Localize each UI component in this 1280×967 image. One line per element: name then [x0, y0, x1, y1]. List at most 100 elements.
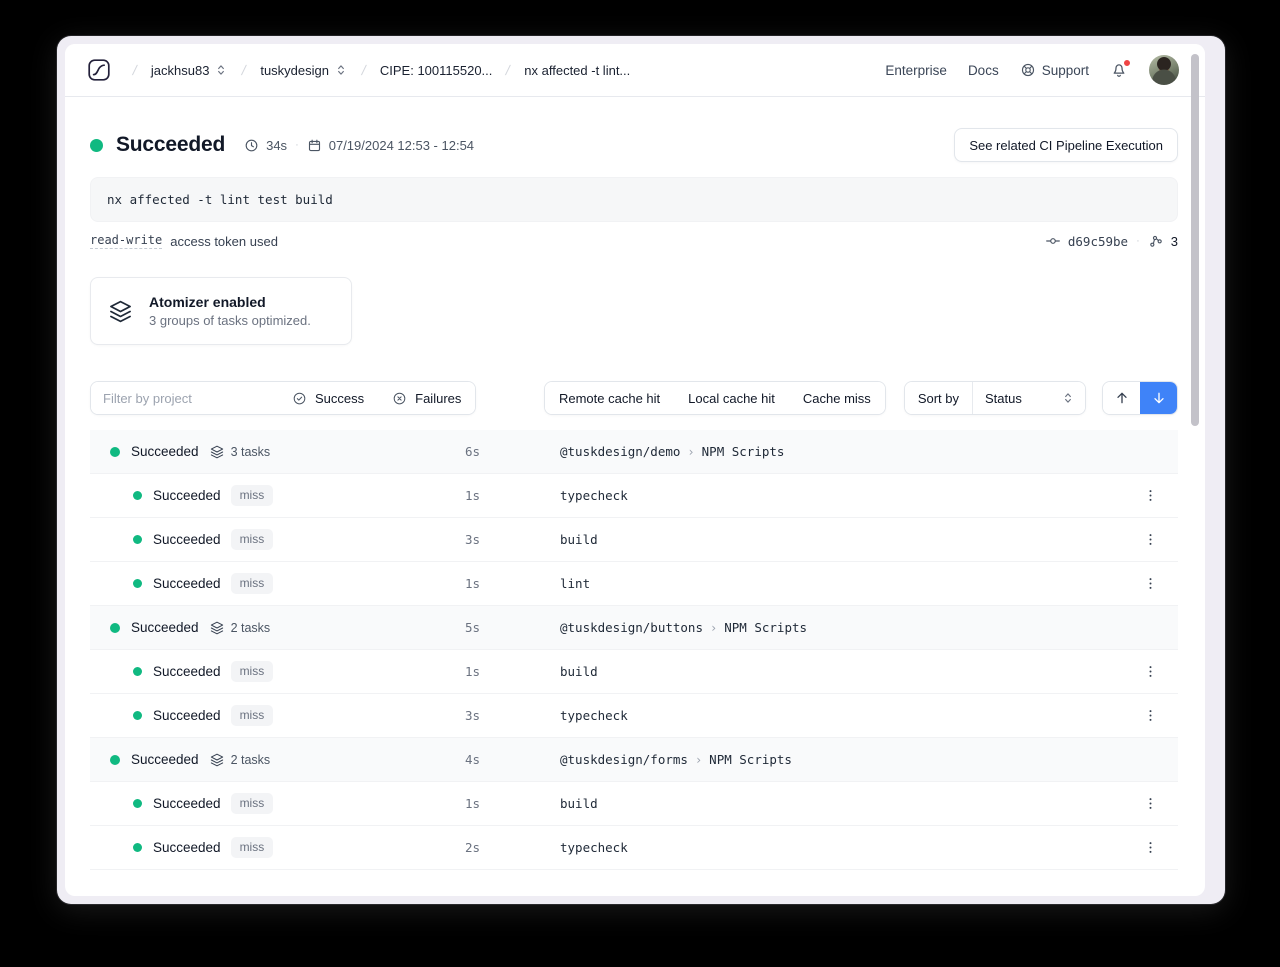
failures-filter-button[interactable]: Failures	[378, 382, 476, 414]
cache-filter-local-cache-hit[interactable]: Local cache hit	[674, 382, 789, 414]
breadcrumb-label: nx affected -t lint...	[524, 62, 631, 78]
nav-link-docs[interactable]: Docs	[968, 63, 999, 78]
main-content: Succeeded 34s · 07/19/2024 12:53 - 12:54…	[65, 128, 1205, 870]
run-group-count: 3	[1170, 233, 1178, 249]
task-row[interactable]: Succeeded miss 1s build	[90, 782, 1178, 826]
breadcrumb-separator: /	[131, 62, 139, 78]
atomizer-title: Atomizer enabled	[149, 294, 266, 310]
group-status-label: Succeeded	[131, 620, 199, 635]
layers-icon	[210, 621, 223, 634]
kebab-menu-icon	[1149, 798, 1151, 809]
sort-by-label: Sort by	[904, 382, 972, 414]
x-circle-icon	[393, 392, 406, 404]
task-target-name: typecheck	[560, 488, 628, 503]
page-title: Succeeded	[116, 133, 226, 156]
task-status-label: Succeeded	[153, 708, 221, 723]
cache-filter-cache-miss[interactable]: Cache miss	[788, 382, 885, 414]
see-related-cipe-button[interactable]: See related CI Pipeline Execution	[954, 128, 1178, 162]
commit-icon	[1045, 238, 1060, 244]
layers-icon	[210, 753, 223, 766]
group-task-count: 3 tasks	[230, 444, 271, 459]
scrollbar-thumb[interactable]	[1191, 54, 1199, 426]
atomizer-subtitle: 3 groups of tasks optimized.	[149, 313, 311, 328]
group-target: @tuskdesign/buttons › NPM Scripts	[560, 620, 807, 635]
commit-sha[interactable]: d69c59be	[1067, 233, 1129, 249]
row-menu-button[interactable]	[1138, 660, 1162, 684]
chevron-separator: ›	[710, 620, 718, 635]
token-text: access token used	[170, 233, 278, 249]
top-navigation: / jackhsu83 / tuskydesign / CIPE: 100115…	[65, 44, 1205, 97]
app-window: / jackhsu83 / tuskydesign / CIPE: 100115…	[57, 36, 1225, 904]
task-duration: 3s	[465, 532, 481, 547]
task-status-label: Succeeded	[153, 488, 221, 503]
nx-cloud-logo-icon[interactable]	[87, 58, 111, 82]
nav-link-support[interactable]: Support	[1020, 62, 1089, 78]
clock-icon	[245, 139, 258, 151]
row-menu-button[interactable]	[1138, 836, 1162, 860]
cache-filter-remote-cache-hit[interactable]: Remote cache hit	[544, 382, 675, 414]
task-group-row[interactable]: Succeeded 2 tasks 4s @tuskdesign/forms ›…	[90, 738, 1178, 782]
row-menu-button[interactable]	[1138, 484, 1162, 508]
user-avatar[interactable]	[1149, 55, 1179, 85]
atomizer-card[interactable]: Atomizer enabled 3 groups of tasks optim…	[90, 277, 352, 345]
kebab-menu-icon	[1149, 578, 1151, 589]
row-menu-button[interactable]	[1138, 572, 1162, 596]
task-duration: 3s	[465, 708, 481, 723]
breadcrumb-label: CIPE: 100115520...	[379, 62, 493, 78]
target-group-name: NPM Scripts	[709, 752, 792, 767]
task-row[interactable]: Succeeded miss 1s typecheck	[90, 474, 1178, 518]
nav-link-enterprise[interactable]: Enterprise	[885, 63, 947, 78]
row-menu-button[interactable]	[1138, 528, 1162, 552]
task-row[interactable]: Succeeded miss 1s lint	[90, 562, 1178, 606]
task-group-row[interactable]: Succeeded 3 tasks 6s @tuskdesign/demo › …	[90, 430, 1178, 474]
kebab-menu-icon	[1149, 842, 1151, 853]
filter-by-project-input[interactable]	[91, 382, 278, 414]
breadcrumb-item[interactable]: tuskydesign	[260, 63, 348, 78]
task-row[interactable]: Succeeded miss 3s typecheck	[90, 694, 1178, 738]
breadcrumb-item[interactable]: nx affected -t lint...	[524, 63, 630, 78]
task-status-label: Succeeded	[153, 796, 221, 811]
breadcrumb-label: jackhsu83	[150, 62, 210, 78]
breadcrumb-label: tuskydesign	[260, 62, 329, 78]
row-menu-button[interactable]	[1138, 792, 1162, 816]
task-duration: 2s	[465, 840, 481, 855]
group-duration: 6s	[465, 444, 481, 459]
breadcrumb-item[interactable]: jackhsu83	[151, 63, 229, 78]
cache-status-badge: miss	[230, 529, 274, 550]
sort-ascending-button[interactable]	[1103, 382, 1140, 414]
task-row[interactable]: Succeeded miss 1s build	[90, 650, 1178, 694]
project-name: @tuskdesign/forms	[560, 752, 688, 767]
nav-links: Enterprise Docs Support	[885, 62, 1089, 78]
task-row[interactable]: Succeeded miss 3s build	[90, 518, 1178, 562]
status-dot	[110, 754, 120, 765]
task-status-label: Succeeded	[153, 532, 221, 547]
app-content-frame: / jackhsu83 / tuskydesign / CIPE: 100115…	[65, 44, 1205, 896]
sort-select[interactable]: Status	[972, 382, 1085, 414]
task-group-row[interactable]: Succeeded 2 tasks 5s @tuskdesign/buttons…	[90, 606, 1178, 650]
run-group-fork-icon	[1149, 235, 1162, 247]
success-filter-button[interactable]: Success	[278, 382, 379, 414]
task-list: Succeeded 3 tasks 6s @tuskdesign/demo › …	[90, 430, 1178, 870]
breadcrumb-item[interactable]: CIPE: 100115520...	[380, 63, 493, 78]
command-box: nx affected -t lint test build	[90, 177, 1178, 222]
status-dot	[133, 535, 142, 544]
group-task-count: 2 tasks	[230, 752, 271, 767]
status-dot	[110, 446, 120, 457]
commit-info: d69c59be · 3	[1045, 233, 1178, 249]
row-menu-button[interactable]	[1138, 704, 1162, 728]
failures-filter-label: Failures	[415, 390, 462, 406]
task-status-label: Succeeded	[153, 840, 221, 855]
task-status-label: Succeeded	[153, 576, 221, 591]
task-row[interactable]: Succeeded miss 2s typecheck	[90, 826, 1178, 870]
token-scope-badge: read-write	[90, 233, 163, 249]
check-circle-icon	[293, 392, 306, 404]
task-status-label: Succeeded	[153, 664, 221, 679]
sort-descending-button[interactable]	[1140, 382, 1177, 414]
calendar-icon	[308, 139, 320, 151]
cache-status-badge: miss	[230, 837, 274, 858]
run-meta: 34s · 07/19/2024 12:53 - 12:54	[244, 138, 474, 153]
notifications-bell-icon[interactable]	[1110, 59, 1131, 79]
scrollbar[interactable]	[1190, 52, 1199, 888]
sort-select-value: Status	[985, 390, 1022, 406]
